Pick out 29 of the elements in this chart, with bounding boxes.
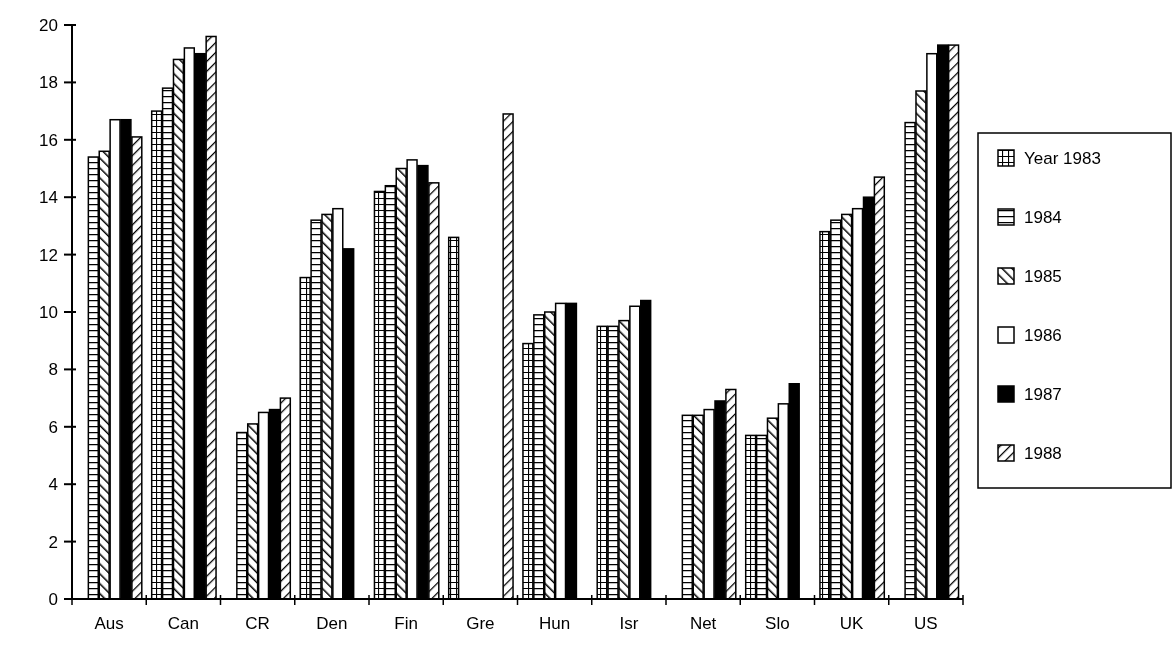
x-tick-label: Gre — [466, 614, 495, 633]
x-tick-label: US — [914, 614, 938, 633]
x-tick-label: Aus — [94, 614, 124, 633]
y-tick-label: 0 — [48, 589, 58, 609]
legend-label: 1988 — [1024, 443, 1062, 463]
y-tick-label: 14 — [39, 188, 58, 208]
legend-label: 1984 — [1024, 207, 1062, 227]
x-tick-label: Den — [316, 614, 348, 633]
y-tick-label: 12 — [39, 245, 58, 265]
legend-label: 1986 — [1024, 325, 1062, 345]
x-tick-label: Can — [167, 614, 199, 633]
y-tick-label: 18 — [39, 73, 58, 93]
x-tick-label: Isr — [619, 614, 639, 633]
x-tick-label: Fin — [394, 614, 418, 633]
y-tick-label: 8 — [48, 360, 58, 380]
x-tick-label: UK — [839, 614, 865, 633]
y-tick-label: 16 — [39, 130, 58, 150]
x-tick-label: Net — [689, 614, 717, 633]
y-tick-label: 4 — [48, 475, 58, 495]
y-tick-label: 2 — [48, 532, 58, 552]
legend-label: Year 1983 — [1024, 148, 1101, 168]
x-tick-label: Hun — [539, 614, 571, 633]
legend-label: 1985 — [1024, 266, 1062, 286]
y-tick-label: 10 — [39, 302, 58, 322]
y-tick-label: 6 — [48, 417, 58, 437]
x-tick-label: CR — [245, 614, 270, 633]
y-tick-label: 20 — [39, 15, 58, 35]
legend-label: 1987 — [1024, 384, 1062, 404]
x-tick-label: Slo — [765, 614, 790, 633]
